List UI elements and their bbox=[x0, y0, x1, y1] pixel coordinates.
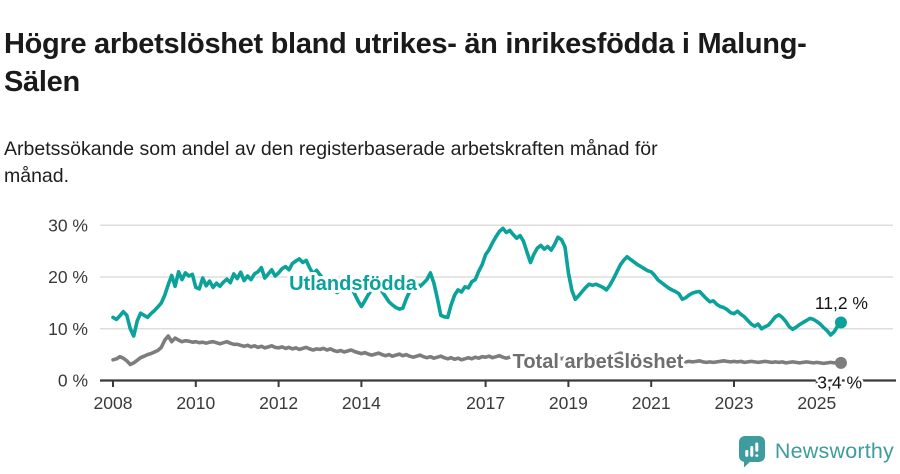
y-tick-label: 30 % bbox=[48, 215, 88, 235]
x-tick-label: 2012 bbox=[259, 393, 298, 413]
newsworthy-brand-text: Newsworthy bbox=[774, 438, 894, 463]
x-tick-label: 2010 bbox=[176, 393, 215, 413]
end-dot bbox=[834, 356, 847, 369]
x-tick-label: 2017 bbox=[466, 393, 505, 413]
newsworthy-logo-icon bbox=[738, 436, 765, 468]
end-value-label: 11,2 % bbox=[815, 293, 868, 313]
chart-subtitle: Arbetssökande som andel av den registerb… bbox=[4, 137, 658, 187]
series-line-total bbox=[111, 334, 843, 367]
series-label: Utlandsfödda bbox=[289, 273, 418, 295]
series-label: Total arbetslöshet bbox=[513, 351, 684, 373]
series-line-utlandsfodda bbox=[111, 226, 843, 338]
x-tick-label: 2025 bbox=[797, 393, 836, 413]
line-chart: 0 % 10 % 20 % 30 % 2008 2010 2012 2014 2017 2019 2… bbox=[48, 215, 896, 413]
x-tick-label: 2023 bbox=[715, 393, 754, 413]
x-tick-label: 2019 bbox=[549, 393, 588, 413]
end-value-label: 3,4 % bbox=[817, 373, 862, 393]
end-dot bbox=[834, 316, 847, 329]
y-tick-label: 0 % bbox=[58, 371, 88, 391]
brand-footer: Newsworthy bbox=[737, 434, 894, 468]
y-tick-label: 20 % bbox=[48, 267, 88, 287]
x-tick-label: 2014 bbox=[342, 393, 381, 413]
x-tick-label: 2008 bbox=[94, 393, 133, 413]
y-tick-label: 10 % bbox=[48, 319, 88, 339]
chart-title: Högre arbetslöshet bland utrikes- än inr… bbox=[4, 28, 807, 99]
x-tick-label: 2021 bbox=[632, 393, 671, 413]
